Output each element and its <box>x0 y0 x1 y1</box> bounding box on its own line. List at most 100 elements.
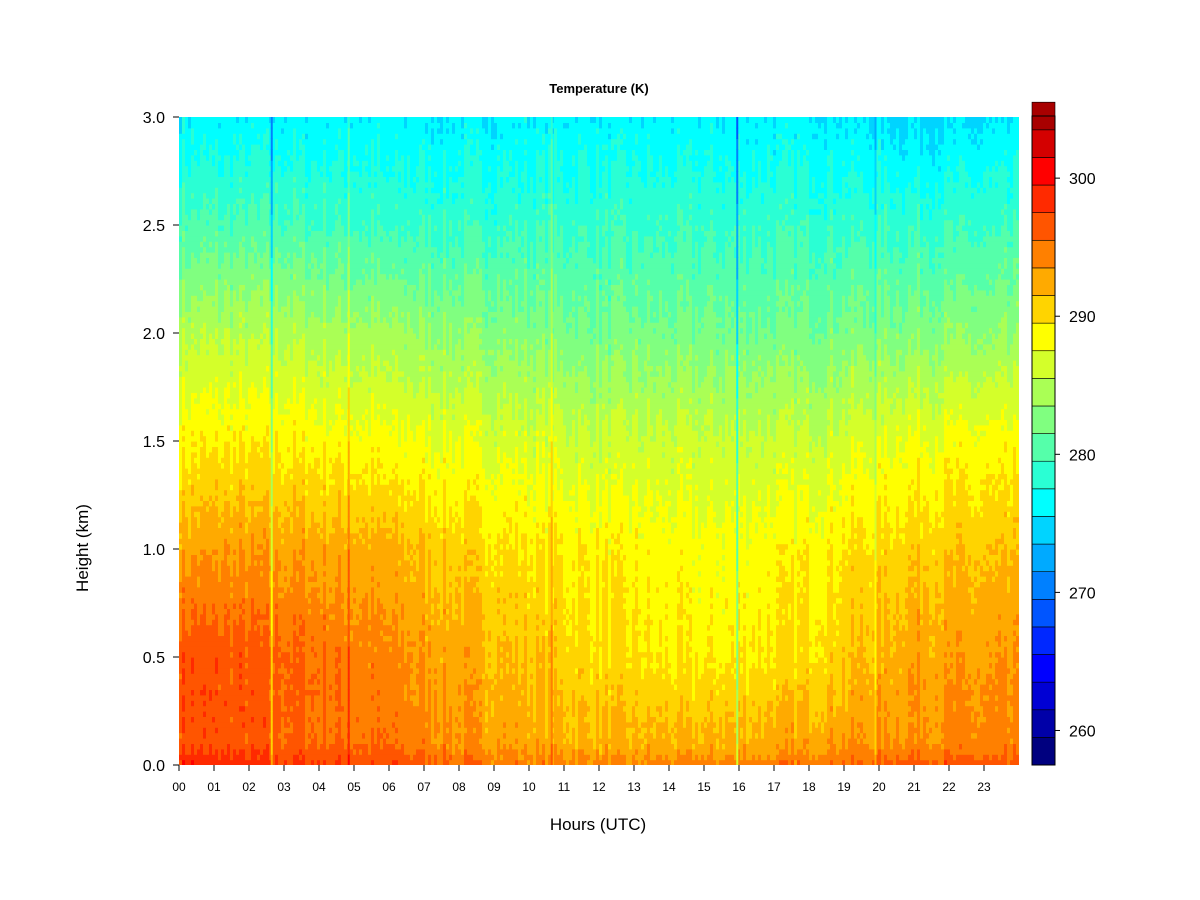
heatmap-cell <box>188 667 192 674</box>
heatmap-cell <box>179 716 183 723</box>
heatmap-cell <box>191 430 195 437</box>
heatmap-cell <box>188 732 192 739</box>
heatmap-cell <box>200 565 204 572</box>
heatmap-cell <box>197 198 201 204</box>
heatmap-cell <box>197 603 201 609</box>
heatmap-cell <box>206 711 210 717</box>
heatmap-cell <box>209 527 213 534</box>
heatmap-cell <box>206 387 210 393</box>
heatmap-cell <box>191 144 195 150</box>
heatmap-cell <box>212 154 216 161</box>
heatmap-cell <box>185 597 189 604</box>
heatmap-cell <box>212 279 216 285</box>
heatmap-cell <box>218 295 222 302</box>
heatmap-cell <box>206 570 210 577</box>
heatmap-cell <box>200 457 204 464</box>
heatmap-cell <box>188 646 192 653</box>
heatmap-cell <box>194 603 198 609</box>
heatmap-cell <box>206 279 210 285</box>
heatmap-cell <box>221 430 225 437</box>
heatmap-cell <box>182 360 186 366</box>
heatmap-cell <box>209 424 213 431</box>
heatmap-cell <box>215 181 219 188</box>
heatmap-cell <box>203 306 207 312</box>
heatmap-cell <box>206 732 210 739</box>
heatmap-cell <box>206 360 210 366</box>
heatmap-cell <box>194 684 198 690</box>
heatmap-cell <box>188 252 192 258</box>
heatmap-cell <box>218 516 222 523</box>
heatmap-cell <box>212 198 216 204</box>
heatmap-cell <box>221 673 225 680</box>
heatmap-cell <box>209 349 213 356</box>
heatmap-cell <box>200 500 204 507</box>
heatmap-cell <box>197 549 201 555</box>
heatmap-cell <box>194 154 198 161</box>
heatmap-cell <box>209 684 213 690</box>
heatmap-cell <box>203 446 207 453</box>
heatmap-cell <box>221 565 225 572</box>
heatmap-cell <box>188 684 192 690</box>
heatmap-cell <box>179 559 183 566</box>
heatmap-cell <box>218 235 222 242</box>
heatmap-cell <box>221 592 225 599</box>
heatmap-cell <box>197 144 201 150</box>
heatmap-cell <box>188 284 192 291</box>
heatmap-cell <box>206 721 210 728</box>
heatmap-cell <box>212 160 216 167</box>
heatmap-cell <box>191 230 195 237</box>
heatmap-cell <box>197 295 201 302</box>
heatmap-cell <box>191 219 195 226</box>
heatmap-cell <box>200 354 204 361</box>
heatmap-cell <box>218 370 222 377</box>
heatmap-cell <box>188 144 192 150</box>
heatmap-cell <box>200 181 204 188</box>
heatmap-cell <box>212 138 216 145</box>
heatmap-cell <box>215 360 219 366</box>
heatmap-cell <box>203 171 207 177</box>
heatmap-cell <box>209 613 213 620</box>
heatmap-cell <box>191 646 195 653</box>
heatmap-cell <box>188 538 192 545</box>
heatmap-cell <box>179 203 183 210</box>
heatmap-cell <box>188 306 192 312</box>
heatmap-cell <box>197 700 201 707</box>
heatmap-cell <box>218 500 222 507</box>
heatmap-cell <box>197 192 201 199</box>
heatmap-cell <box>221 678 225 685</box>
heatmap-cell <box>203 435 207 442</box>
heatmap-cell <box>218 505 222 512</box>
heatmap-cell <box>215 754 219 761</box>
heatmap-cell <box>191 738 195 744</box>
heatmap-cell <box>221 306 225 312</box>
heatmap-cell <box>200 273 204 280</box>
heatmap-cell <box>182 554 186 561</box>
heatmap-cell <box>194 468 198 474</box>
heatmap-cell <box>203 149 207 156</box>
heatmap-cell <box>212 343 216 350</box>
heatmap-cell <box>209 322 213 329</box>
heatmap-cell <box>209 268 213 275</box>
heatmap-cell <box>182 646 186 653</box>
heatmap-cell <box>218 613 222 620</box>
heatmap-cell <box>206 154 210 161</box>
heatmap-cell <box>218 333 222 339</box>
heatmap-cell <box>215 203 219 210</box>
heatmap-cell <box>182 127 186 134</box>
heatmap-cell <box>179 333 183 339</box>
heatmap-cell <box>188 565 192 572</box>
heatmap-cell <box>185 424 189 431</box>
heatmap-cell <box>215 608 219 615</box>
heatmap-cell <box>209 262 213 269</box>
heatmap-cell <box>197 365 201 372</box>
heatmap-cell <box>182 327 186 334</box>
heatmap-cell <box>182 198 186 204</box>
heatmap-cell <box>212 306 216 312</box>
heatmap-cell <box>179 640 183 647</box>
heatmap-cell <box>203 597 207 604</box>
heatmap-cell <box>221 549 225 555</box>
heatmap-cell <box>191 489 195 496</box>
heatmap-cell <box>188 592 192 599</box>
heatmap-cell <box>185 608 189 615</box>
heatmap-cell <box>182 597 186 604</box>
